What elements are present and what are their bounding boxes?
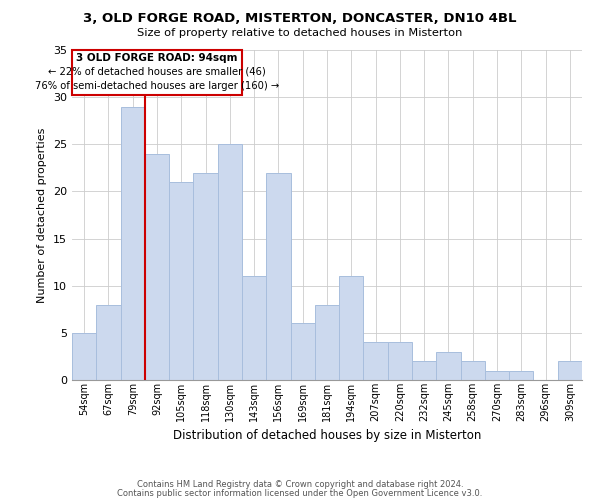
Bar (96, 304, 121, 380)
Text: 3, OLD FORGE ROAD, MISTERTON, DONCASTER, DN10 4BL: 3, OLD FORGE ROAD, MISTERTON, DONCASTER,… (83, 12, 517, 26)
X-axis label: Distribution of detached houses by size in Misterton: Distribution of detached houses by size … (173, 429, 481, 442)
Text: ← 22% of detached houses are smaller (46): ← 22% of detached houses are smaller (46… (48, 67, 266, 77)
Bar (388, 342, 412, 380)
Bar (436, 352, 461, 380)
Bar (266, 172, 290, 380)
Bar (485, 370, 509, 380)
Bar (364, 342, 388, 380)
Text: Contains public sector information licensed under the Open Government Licence v3: Contains public sector information licen… (118, 488, 482, 498)
Text: 3 OLD FORGE ROAD: 94sqm: 3 OLD FORGE ROAD: 94sqm (76, 53, 238, 63)
Bar (315, 304, 339, 380)
Bar (145, 154, 169, 380)
FancyBboxPatch shape (73, 50, 242, 96)
Bar (169, 182, 193, 380)
Bar (242, 276, 266, 380)
Bar (558, 361, 582, 380)
Text: Contains HM Land Registry data © Crown copyright and database right 2024.: Contains HM Land Registry data © Crown c… (137, 480, 463, 489)
Bar (72, 333, 96, 380)
Bar (461, 361, 485, 380)
Text: Size of property relative to detached houses in Misterton: Size of property relative to detached ho… (137, 28, 463, 38)
Y-axis label: Number of detached properties: Number of detached properties (37, 128, 47, 302)
Bar (339, 276, 364, 380)
Bar (509, 370, 533, 380)
Bar (193, 172, 218, 380)
Bar (121, 106, 145, 380)
Bar (412, 361, 436, 380)
Bar (290, 324, 315, 380)
Bar (218, 144, 242, 380)
Text: 76% of semi-detached houses are larger (160) →: 76% of semi-detached houses are larger (… (35, 81, 279, 91)
